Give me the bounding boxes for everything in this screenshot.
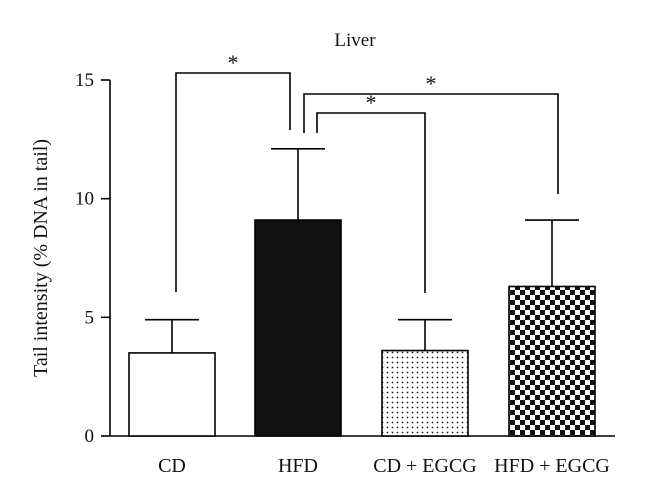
bar xyxy=(254,219,342,437)
x-category-label: HFD xyxy=(278,455,318,477)
y-tick-label: 0 xyxy=(85,426,95,447)
y-tick-label: 15 xyxy=(75,70,94,91)
significance-bracket xyxy=(316,112,426,293)
significance-star: * xyxy=(426,71,437,96)
chart-title: Liver xyxy=(334,30,376,51)
y-tick-label: 5 xyxy=(85,307,95,328)
significance-bracket xyxy=(303,93,559,194)
bar xyxy=(128,352,216,437)
x-category-label: CD xyxy=(158,455,186,477)
y-tick-label: 10 xyxy=(75,189,94,210)
x-category-label: HFD + EGCG xyxy=(494,455,610,477)
significance-star: * xyxy=(366,90,377,115)
significance-star: * xyxy=(228,50,239,75)
significance-bracket xyxy=(175,72,291,292)
x-category-label: CD + EGCG xyxy=(373,455,477,477)
y-axis-label: Tail intensity (% DNA in tail) xyxy=(30,139,52,377)
bar xyxy=(508,285,596,437)
bar xyxy=(381,349,469,437)
